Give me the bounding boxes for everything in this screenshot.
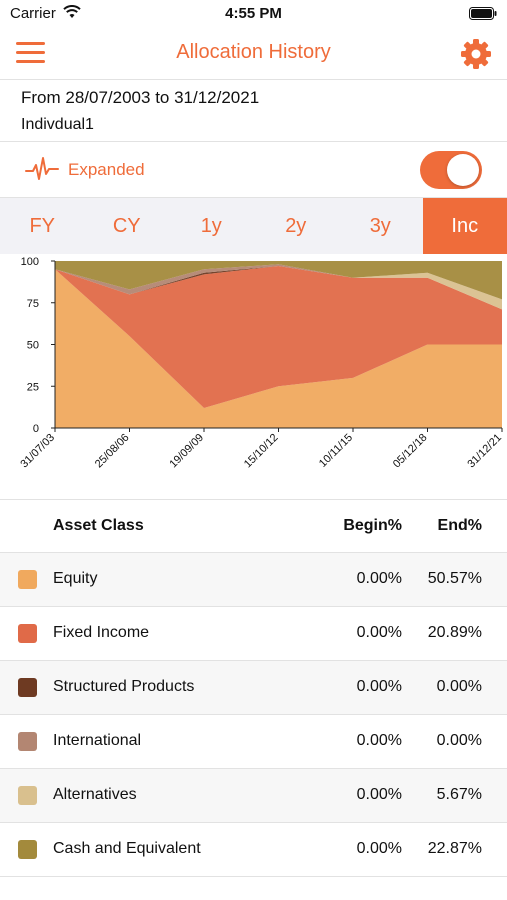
begin-value: 0.00% (356, 732, 402, 749)
pulse-icon (25, 157, 59, 180)
clock: 4:55 PM (225, 5, 282, 22)
table-row[interactable]: Fixed Income 0.00% 20.89% (0, 607, 507, 661)
allocation-table: Asset Class Begin% End% Equity 0.00% 50.… (0, 500, 507, 877)
color-swatch (18, 678, 37, 697)
account-name: Indivdual1 (21, 116, 94, 133)
color-swatch (18, 786, 37, 805)
asset-name: Equity (53, 570, 98, 587)
x-tick-label-3: 15/10/12 (242, 432, 281, 471)
begin-value: 0.00% (356, 786, 402, 803)
expanded-label: Expanded (68, 160, 145, 179)
series-area-1 (55, 266, 502, 408)
toggle-knob (447, 154, 479, 186)
allocation-chart: 0 25 50 75 100 31/07/03 25/08/06 19/09/09 15/10/… (0, 254, 507, 500)
hamburger-menu-icon (16, 42, 46, 63)
begin-value: 0.00% (356, 840, 402, 857)
begin-value: 0.00% (356, 570, 402, 587)
table-row[interactable]: International 0.00% 0.00% (0, 715, 507, 769)
account-info: From 28/07/2003 to 31/12/2021 Indivdual1 (0, 80, 507, 142)
table-row[interactable]: Structured Products 0.00% 0.00% (0, 661, 507, 715)
gear-icon (461, 39, 491, 69)
asset-name: International (53, 732, 142, 749)
carrier-label: Carrier (10, 5, 56, 22)
table-row[interactable]: Equity 0.00% 50.57% (0, 553, 507, 607)
expanded-toggle[interactable] (420, 151, 482, 189)
view-mode-row: Expanded (0, 142, 507, 198)
y-tick-label-4: 100 (21, 256, 39, 268)
header-end: End% (437, 517, 482, 534)
color-swatch (18, 732, 37, 751)
end-value: 22.87% (427, 840, 482, 857)
header-asset-class: Asset Class (53, 517, 144, 534)
end-value: 20.89% (427, 624, 482, 641)
status-bar: Carrier 4:55 PM (0, 0, 507, 28)
tab-cy[interactable]: CY (112, 215, 141, 237)
y-tick-label-0: 0 (33, 423, 39, 435)
table-row[interactable]: Alternatives 0.00% 5.67% (0, 769, 507, 823)
y-tick-label-1: 25 (27, 381, 39, 393)
color-swatch (18, 624, 37, 643)
asset-name: Fixed Income (53, 624, 150, 641)
x-tick-label-5: 05/12/18 (391, 432, 430, 471)
tab-3y[interactable]: 3y (369, 215, 391, 237)
asset-name: Cash and Equivalent (53, 840, 201, 857)
end-value: 50.57% (427, 570, 482, 587)
table-header: Asset Class Begin% End% (0, 500, 507, 553)
x-tick-label-0: 31/07/03 (18, 432, 57, 471)
settings-button[interactable] (459, 37, 493, 71)
battery-icon (469, 7, 497, 20)
y-tick-label-2: 50 (27, 340, 39, 352)
end-value: 0.00% (436, 732, 482, 749)
series-area-0 (55, 269, 502, 428)
nav-bar: Allocation History (0, 28, 507, 80)
series-area-3 (55, 264, 502, 310)
color-swatch (18, 840, 37, 859)
date-range: From 28/07/2003 to 31/12/2021 (21, 88, 260, 107)
table-row[interactable]: Cash and Equivalent 0.00% 22.87% (0, 823, 507, 877)
header-begin: Begin% (343, 517, 402, 534)
asset-name: Alternatives (53, 786, 137, 803)
color-swatch (18, 570, 37, 589)
begin-value: 0.00% (356, 624, 402, 641)
menu-button[interactable] (16, 42, 46, 66)
end-value: 5.67% (436, 786, 482, 803)
allocation-area-chart: 0 25 50 75 100 31/07/03 25/08/06 19/09/09 15/10/… (18, 256, 504, 471)
x-tick-label-1: 25/08/06 (93, 432, 132, 471)
period-tabs: FY CY 1y 2y 3y Inc (0, 198, 507, 254)
wifi-icon (63, 5, 81, 18)
x-tick-label-2: 19/09/09 (167, 432, 206, 471)
page-title: Allocation History (176, 41, 331, 63)
x-tick-label-6: 31/12/21 (465, 432, 504, 471)
tab-1y[interactable]: 1y (200, 215, 222, 237)
series-area-4 (55, 264, 502, 310)
begin-value: 0.00% (356, 678, 402, 695)
tab-fy[interactable]: FY (29, 215, 56, 237)
x-tick-label-4: 10/11/15 (317, 432, 355, 470)
asset-name: Structured Products (53, 678, 195, 695)
tab-2y[interactable]: 2y (285, 215, 307, 237)
tab-inc[interactable]: Inc (422, 198, 507, 254)
table-body: Equity 0.00% 50.57% Fixed Income 0.00% 2… (0, 553, 507, 877)
y-tick-label-3: 75 (27, 298, 39, 310)
series-area-5 (55, 261, 502, 300)
end-value: 0.00% (436, 678, 482, 695)
